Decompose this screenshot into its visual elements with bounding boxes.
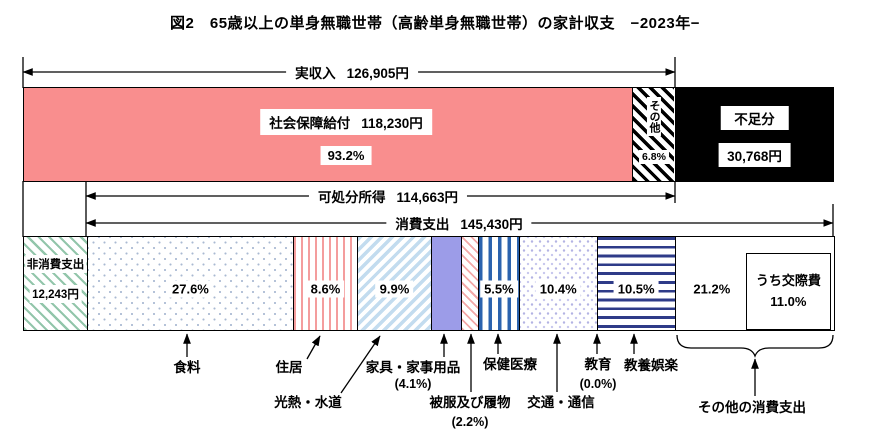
- segment-housing: 8.6%: [293, 237, 359, 330]
- income-label-text: 実収入: [295, 66, 336, 81]
- callout-pct-furniture: (4.1%): [394, 377, 432, 391]
- non-consumption-label: 非消費支出: [24, 255, 87, 273]
- segment-utilities: 9.9%: [358, 237, 432, 330]
- callout-label-education: 教育: [584, 357, 612, 372]
- callout-label-recreation: 教養娯楽: [624, 358, 678, 373]
- non-consumption-value: 12,243円: [29, 285, 82, 303]
- callout-label-other: その他の消費支出: [698, 400, 806, 415]
- segment-food: 27.6%: [88, 237, 294, 330]
- deficit-label: 不足分: [720, 106, 789, 130]
- deficit-box: 不足分 30,768円: [675, 87, 834, 182]
- social-expenses-pct: 11.0%: [770, 293, 807, 309]
- social-expenses-name: うち交際費: [755, 273, 821, 289]
- segment-pct-other: 21.2%: [689, 280, 735, 298]
- segment-pct-medical: 5.5%: [480, 280, 518, 298]
- segment-clothing: [462, 237, 479, 330]
- expense-bar: 非消費支出 12,243円 27.6% 8.6% 9.9% 5.5% 10.4% 10.5…: [23, 236, 835, 331]
- social-expenses-detail-box: うち交際費 11.0%: [745, 253, 831, 330]
- income-other-pct: 6.8%: [639, 150, 669, 164]
- income-value-text: 126,905円: [346, 66, 409, 81]
- callout-label-food: 食料: [173, 360, 201, 375]
- deficit-value: 30,768円: [718, 143, 791, 167]
- segment-other: 21.2% うち交際費 11.0%: [675, 237, 834, 330]
- income-other-label: その他: [646, 97, 662, 136]
- callout-label-transport: 交通・通信: [527, 395, 595, 410]
- consumption-arrow-label: 消費支出 145,430円: [386, 213, 532, 233]
- callout-pct-education: (0.0%): [579, 377, 617, 391]
- disposable-label-text: 可処分所得: [317, 190, 386, 205]
- social-security-label: 社会保障給付 118,230円: [260, 109, 432, 135]
- callout-arrow-housing: [306, 335, 321, 360]
- segment-recreation: 10.5%: [597, 237, 676, 330]
- segment-pct-food: 27.6%: [168, 280, 213, 298]
- segment-transport: 10.4%: [519, 237, 598, 330]
- callout-label-clothing: 被服及び履物: [429, 395, 511, 410]
- callout-label-medical: 保健医療: [483, 357, 537, 372]
- segment-furniture: [431, 237, 463, 330]
- social-security-name: 社会保障給付: [269, 116, 351, 131]
- callout-label-furniture: 家具・家事用品: [365, 360, 461, 375]
- callout-label-utilities: 光熱・水道: [274, 395, 342, 410]
- other-consumption-brace: [676, 334, 834, 358]
- callout-pct-clothing: (2.2%): [451, 415, 489, 429]
- segment-pct-housing: 8.6%: [306, 280, 345, 298]
- income-arrow-label: 実収入 126,905円: [286, 62, 418, 82]
- segment-medical: 5.5%: [478, 237, 520, 330]
- chart-title: 図2 65歳以上の単身無職世帯（高齢単身無職世帯）の家計収支 −2023年−: [170, 15, 700, 32]
- segment-pct-transport: 10.4%: [535, 280, 581, 298]
- disposable-value-text: 114,663円: [396, 190, 459, 205]
- income-bar: 社会保障給付 118,230円 93.2% その他 6.8%: [23, 87, 676, 182]
- social-security-value: 118,230円: [361, 116, 423, 131]
- consumption-value-text: 145,430円: [460, 217, 523, 232]
- callout-label-housing: 住居: [275, 360, 303, 375]
- segment-non-consumption: 非消費支出 12,243円: [24, 237, 88, 330]
- segment-pct-recreation: 10.5%: [613, 280, 659, 298]
- social-security-pct: 93.2%: [320, 146, 372, 165]
- disposable-arrow-label: 可処分所得 114,663円: [308, 186, 468, 206]
- segment-pct-utilities: 9.9%: [375, 280, 414, 298]
- consumption-label-text: 消費支出: [395, 217, 450, 232]
